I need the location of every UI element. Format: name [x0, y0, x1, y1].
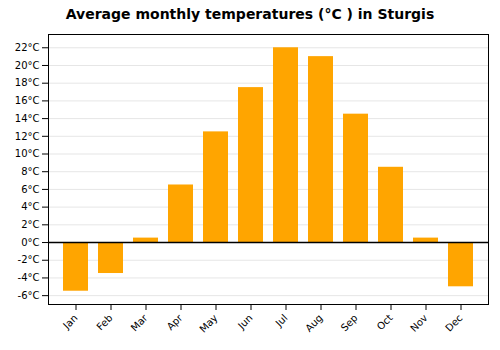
svg-text:20°C: 20°C: [15, 60, 40, 71]
svg-text:2°C: 2°C: [21, 219, 39, 230]
svg-text:4°C: 4°C: [21, 201, 39, 212]
svg-text:Mar: Mar: [129, 312, 151, 334]
svg-text:10°C: 10°C: [15, 148, 40, 159]
svg-text:May: May: [197, 312, 219, 334]
svg-text:Feb: Feb: [94, 312, 114, 332]
svg-text:-2°C: -2°C: [18, 254, 40, 265]
svg-text:Jun: Jun: [235, 312, 255, 332]
svg-text:Jan: Jan: [60, 312, 79, 331]
svg-text:6°C: 6°C: [21, 184, 39, 195]
svg-text:Apr: Apr: [165, 312, 186, 333]
svg-text:-4°C: -4°C: [18, 272, 40, 283]
svg-text:Jul: Jul: [273, 312, 290, 329]
svg-text:Oct: Oct: [375, 312, 395, 332]
svg-text:18°C: 18°C: [15, 77, 40, 88]
svg-text:14°C: 14°C: [15, 113, 40, 124]
svg-text:Aug: Aug: [303, 312, 325, 334]
svg-text:16°C: 16°C: [15, 95, 40, 106]
svg-text:-6°C: -6°C: [18, 290, 40, 301]
svg-text:Dec: Dec: [443, 312, 464, 333]
svg-text:Sep: Sep: [339, 312, 360, 333]
svg-text:Nov: Nov: [408, 312, 430, 334]
svg-text:12°C: 12°C: [15, 131, 40, 142]
svg-text:22°C: 22°C: [15, 42, 40, 53]
svg-text:8°C: 8°C: [21, 166, 39, 177]
svg-text:0°C: 0°C: [21, 237, 39, 248]
html-text:Average monthly temperatures (: Average monthly temperatures (°C ) in St…: [65, 6, 435, 22]
